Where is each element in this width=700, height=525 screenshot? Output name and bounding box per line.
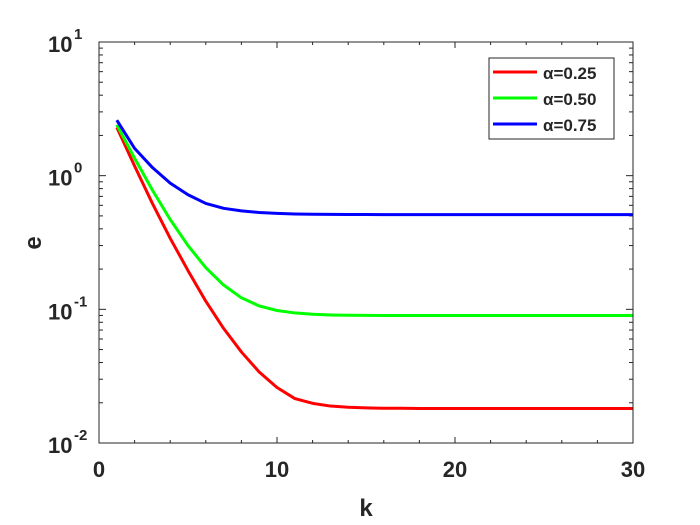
y-tick-label: 10 1 <box>48 26 82 57</box>
y-tick-label: 10 -2 <box>48 427 87 458</box>
legend-label-3: α=0.75 <box>543 116 596 135</box>
x-tick-label: 30 <box>621 457 645 482</box>
y-tick-exponent: -1 <box>74 293 87 310</box>
legend: α=0.25 α=0.50 α=0.75 <box>488 57 615 140</box>
y-tick-label: 10 -1 <box>48 293 87 324</box>
y-tick-base: 10 <box>48 32 72 57</box>
series-line-1 <box>115 126 633 411</box>
y-tick-exponent: -2 <box>74 427 87 444</box>
y-tick-base: 10 <box>48 299 72 324</box>
x-tick-label: 20 <box>443 457 467 482</box>
y-tick-exponent: 0 <box>74 160 82 177</box>
legend-label-2: α=0.50 <box>543 90 596 109</box>
series-lines <box>115 119 633 411</box>
y-tick-base: 10 <box>48 166 72 191</box>
legend-label-1: α=0.25 <box>543 64 596 83</box>
y-axis-label: e <box>20 236 47 249</box>
series-line-2 <box>115 124 633 317</box>
x-tick-label: 0 <box>93 457 105 482</box>
x-tick-labels: 0 10 20 30 <box>93 457 645 482</box>
x-axis-label: k <box>359 495 373 522</box>
y-tick-exponent: 1 <box>74 26 82 43</box>
x-tick-label: 10 <box>265 457 289 482</box>
y-tick-base: 10 <box>48 433 72 458</box>
plot-frame <box>98 41 634 444</box>
series-line-3 <box>115 119 633 217</box>
y-tick-label: 10 0 <box>48 160 82 191</box>
